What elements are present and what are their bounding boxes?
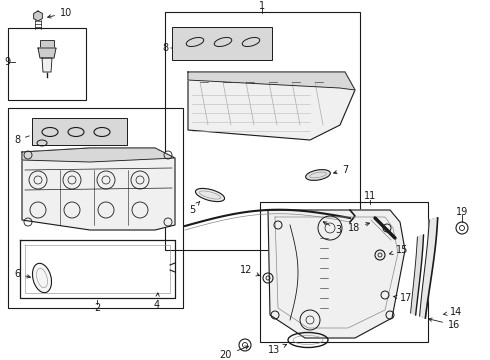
Text: 4: 4 [154, 293, 160, 310]
Polygon shape [188, 72, 355, 90]
Polygon shape [38, 48, 56, 58]
Text: 1: 1 [259, 1, 265, 11]
Text: 6: 6 [14, 269, 30, 279]
Text: 10: 10 [48, 8, 72, 18]
Text: 15: 15 [390, 245, 408, 255]
Polygon shape [42, 58, 52, 72]
Bar [32, 118, 127, 145]
Bar [172, 27, 272, 60]
Text: 3: 3 [323, 222, 341, 235]
Polygon shape [34, 11, 42, 21]
Bar [260, 202, 428, 342]
Text: 9: 9 [4, 57, 10, 67]
Ellipse shape [32, 263, 51, 293]
Polygon shape [268, 210, 405, 338]
Text: 7: 7 [334, 165, 348, 175]
Text: 5: 5 [189, 202, 200, 215]
Text: 8: 8 [14, 135, 29, 145]
Ellipse shape [306, 170, 330, 180]
Polygon shape [22, 148, 175, 230]
Polygon shape [188, 72, 355, 140]
Text: 8: 8 [162, 43, 172, 53]
Text: 2: 2 [94, 303, 100, 313]
Text: 16: 16 [429, 318, 460, 330]
Text: 12: 12 [240, 265, 260, 276]
Polygon shape [419, 218, 438, 318]
Text: 17: 17 [393, 293, 413, 303]
Text: 19: 19 [456, 207, 468, 217]
Text: 11: 11 [364, 191, 376, 201]
Bar [165, 12, 360, 250]
Ellipse shape [196, 188, 224, 202]
Text: 13: 13 [268, 344, 287, 355]
Bar [8, 108, 183, 308]
Polygon shape [411, 235, 423, 315]
Bar [8, 28, 86, 100]
Bar [40, 40, 54, 48]
Text: 14: 14 [443, 307, 462, 317]
Polygon shape [22, 148, 175, 162]
Text: 20: 20 [220, 346, 248, 360]
Text: 18: 18 [348, 222, 369, 233]
